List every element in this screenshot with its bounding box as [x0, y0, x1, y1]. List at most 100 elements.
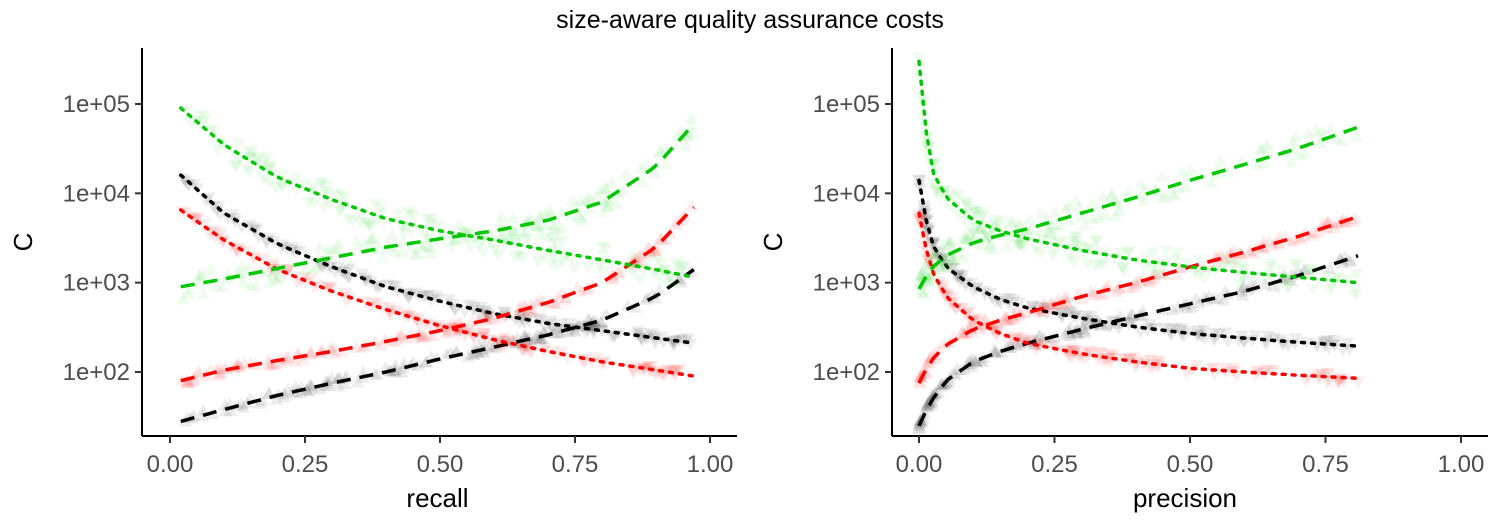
data-point	[544, 258, 559, 271]
data-point	[1077, 248, 1092, 261]
data-point	[541, 233, 556, 246]
data-point	[1322, 262, 1337, 275]
data-point	[1036, 331, 1051, 344]
data-point	[1235, 271, 1250, 284]
data-point	[1197, 333, 1212, 346]
data-point	[262, 356, 277, 369]
data-point	[518, 224, 533, 237]
data-point	[456, 228, 471, 241]
data-point	[1126, 280, 1141, 293]
data-point	[1176, 330, 1191, 343]
data-point	[352, 217, 367, 230]
data-point	[971, 222, 986, 235]
data-point	[255, 394, 270, 407]
data-point	[684, 199, 699, 212]
data-point	[1074, 347, 1089, 360]
data-point	[916, 286, 931, 299]
data-point	[999, 313, 1014, 326]
data-point	[506, 227, 521, 240]
data-point	[1336, 374, 1351, 387]
data-point	[925, 239, 940, 252]
data-point	[1111, 353, 1126, 366]
data-point	[684, 117, 699, 130]
data-point	[1196, 325, 1211, 337]
data-point	[1069, 239, 1084, 252]
data-point	[974, 238, 989, 251]
data-point	[250, 154, 265, 167]
data-point	[1095, 190, 1110, 203]
data-point	[1052, 235, 1067, 248]
data-point	[655, 369, 670, 382]
data-point	[604, 175, 619, 188]
data-point	[363, 220, 378, 233]
data-point	[595, 325, 610, 338]
data-point	[1063, 252, 1078, 265]
x-tick-label: 0.00	[147, 451, 194, 478]
data-point	[1314, 123, 1329, 136]
data-point	[1221, 252, 1236, 265]
data-point	[231, 138, 246, 151]
data-point	[479, 307, 494, 320]
data-point	[184, 374, 199, 387]
data-point	[272, 270, 287, 283]
data-point	[320, 281, 335, 294]
data-point	[666, 279, 681, 292]
data-point	[1257, 156, 1272, 169]
data-point	[1306, 226, 1321, 239]
data-point	[487, 244, 502, 257]
data-point	[1099, 357, 1114, 370]
data-point	[398, 311, 413, 324]
data-point	[181, 375, 196, 388]
data-point	[678, 139, 693, 152]
data-point	[278, 353, 293, 366]
data-point	[472, 239, 487, 252]
data-point	[626, 366, 641, 379]
data-point	[1142, 319, 1157, 331]
data-point	[536, 346, 551, 359]
data-point	[648, 244, 663, 257]
data-point	[1025, 300, 1040, 313]
data-point	[1260, 141, 1275, 154]
data-point	[1107, 252, 1122, 265]
data-point	[1267, 332, 1282, 345]
data-point	[933, 379, 948, 392]
data-point	[236, 275, 251, 288]
data-point	[594, 183, 609, 196]
data-point	[215, 280, 230, 293]
data-point	[1237, 336, 1252, 349]
data-point	[652, 283, 667, 295]
trend-line	[917, 59, 1360, 285]
data-point	[242, 145, 257, 158]
data-point	[512, 250, 527, 263]
data-point	[462, 324, 477, 337]
data-point	[1011, 336, 1026, 349]
data-point	[1158, 245, 1173, 258]
data-point	[494, 340, 509, 353]
data-point	[227, 160, 242, 172]
data-point	[195, 267, 210, 280]
data-point	[1298, 146, 1313, 159]
data-point	[421, 328, 436, 341]
data-point	[1040, 302, 1055, 315]
data-point	[1251, 366, 1266, 379]
data-point	[984, 237, 999, 250]
data-point	[416, 329, 431, 342]
data-point	[1207, 368, 1222, 381]
data-point	[555, 235, 570, 248]
data-point	[1089, 235, 1104, 247]
data-point	[1032, 305, 1047, 318]
data-point	[546, 218, 561, 231]
trend-line	[917, 211, 1360, 381]
data-point	[912, 213, 927, 226]
data-point	[601, 200, 616, 213]
data-point	[1121, 245, 1136, 258]
data-point	[973, 321, 988, 334]
data-point	[1035, 235, 1050, 247]
data-point	[191, 365, 206, 378]
data-point	[1077, 326, 1092, 339]
data-point	[1071, 327, 1086, 340]
data-point	[420, 213, 435, 226]
data-point	[256, 174, 271, 187]
data-point	[969, 355, 984, 368]
data-point	[439, 326, 454, 339]
